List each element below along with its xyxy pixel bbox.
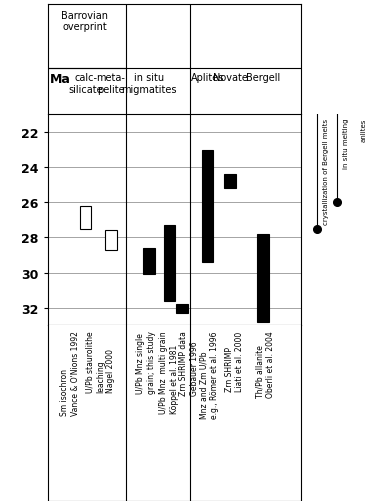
Text: meta-
pelite: meta- pelite <box>97 73 126 95</box>
Text: Aplites: Aplites <box>190 73 224 83</box>
Bar <box>176 305 188 313</box>
Text: Sm isochron
Vance & O'Nions 1992: Sm isochron Vance & O'Nions 1992 <box>60 331 80 416</box>
Text: crystallization of Bergell melts: crystallization of Bergell melts <box>323 119 329 224</box>
Bar <box>80 206 91 229</box>
Text: U/Pb staurolithe
leaching
Nagel 2000: U/Pb staurolithe leaching Nagel 2000 <box>86 331 116 392</box>
Text: calc-
silicate: calc- silicate <box>68 73 103 95</box>
Bar <box>105 231 117 250</box>
Bar <box>224 175 236 189</box>
Text: Novate: Novate <box>212 73 247 83</box>
Text: in situ
migmatites: in situ migmatites <box>121 73 177 95</box>
Text: Bergell: Bergell <box>246 73 280 83</box>
Text: Ma: Ma <box>50 73 71 86</box>
Text: Mnz and Zm U/Pb
e.g., Römer et al. 1996: Mnz and Zm U/Pb e.g., Römer et al. 1996 <box>200 331 219 418</box>
Bar <box>143 248 155 275</box>
Bar <box>164 225 175 301</box>
Text: Zrn SHRIMP
Liati et al. 2000: Zrn SHRIMP Liati et al. 2000 <box>225 331 244 391</box>
Text: U/Pb Mnz  multi grain
Köppel et al. 1981: U/Pb Mnz multi grain Köppel et al. 1981 <box>159 331 178 413</box>
Text: anlites: anlites <box>360 119 366 142</box>
Bar <box>201 150 213 263</box>
Text: in situ melting: in situ melting <box>342 119 349 169</box>
Text: U/Pb Mnz single
grain; this study: U/Pb Mnz single grain; this study <box>136 331 156 394</box>
Text: Zrn SHRIMP data
Gebauer 1996: Zrn SHRIMP data Gebauer 1996 <box>179 331 199 396</box>
Text: Barrovian
overprint: Barrovian overprint <box>61 11 108 32</box>
Bar <box>257 234 269 322</box>
Text: Th/Pb allanite
Oberli et al. 2004: Th/Pb allanite Oberli et al. 2004 <box>255 331 275 397</box>
